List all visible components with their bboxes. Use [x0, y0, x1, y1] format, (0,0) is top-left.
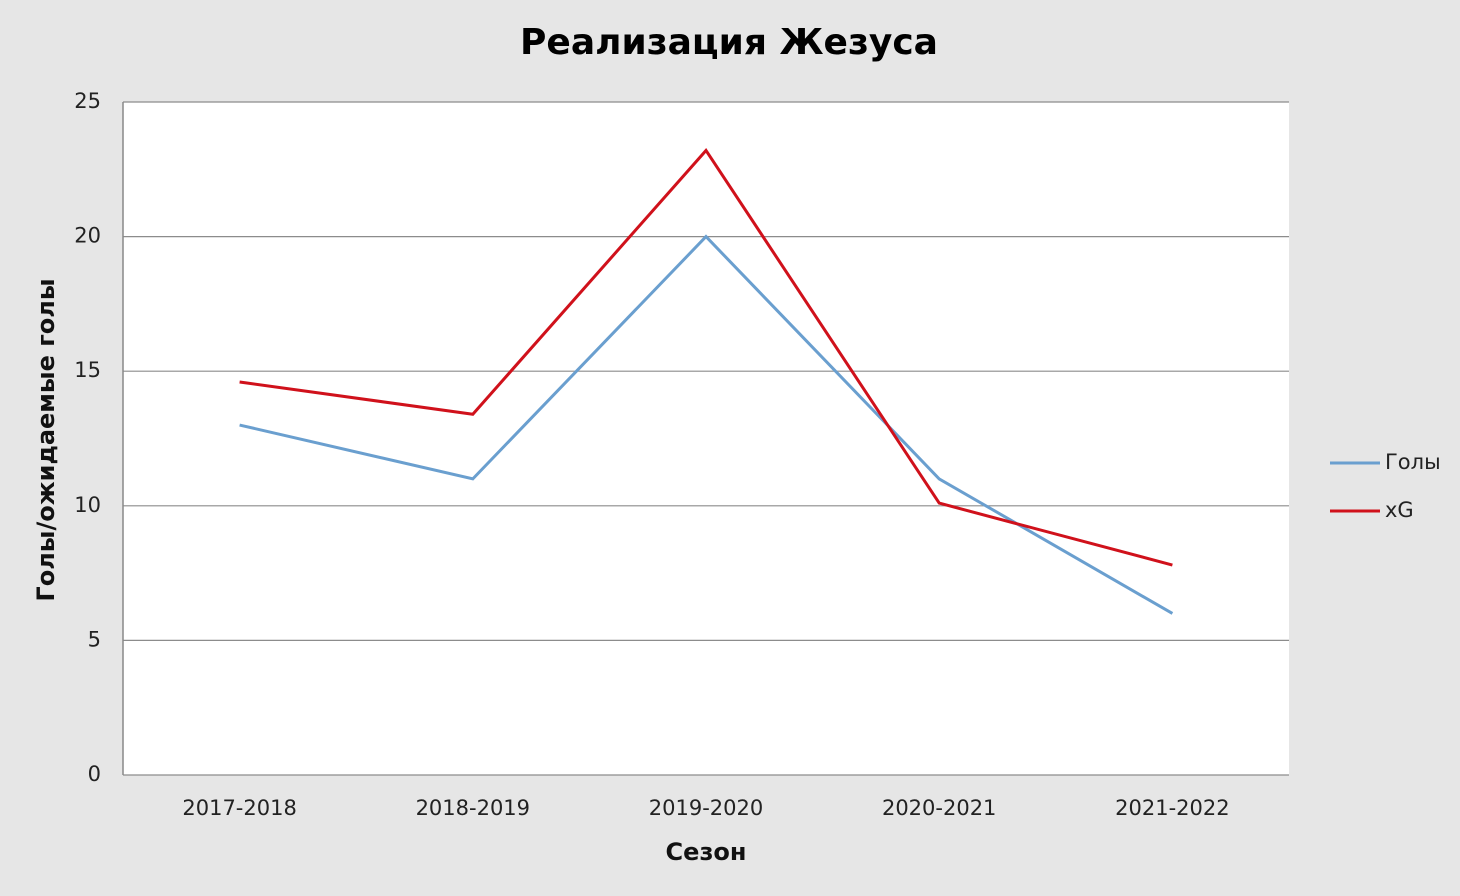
y-tick-label: 15: [74, 358, 101, 382]
y-tick-label: 25: [74, 89, 101, 113]
y-tick-label: 10: [74, 493, 101, 517]
x-tick-label: 2018-2019: [416, 796, 530, 820]
plot-area: [123, 102, 1289, 775]
x-tick-label: 2019-2020: [649, 796, 763, 820]
x-axis-title: Сезон: [666, 838, 747, 866]
x-tick-label: 2017-2018: [182, 796, 296, 820]
grid: [123, 101, 1289, 776]
y-tick-label: 0: [88, 762, 101, 786]
x-tick-label: 2020-2021: [882, 796, 996, 820]
chart-title: Реализация Жезуса: [520, 22, 938, 63]
series-line: [239, 147, 1173, 567]
y-tick-label: 5: [88, 627, 101, 651]
legend-label: Голы: [1385, 450, 1441, 474]
x-tick-label: 2021-2022: [1115, 796, 1229, 820]
y-tick-label: 20: [74, 224, 101, 248]
marks: [239, 147, 1174, 615]
y-axis-title: Голы/ожидаемые голы: [32, 278, 60, 601]
legend-label: xG: [1385, 498, 1414, 522]
